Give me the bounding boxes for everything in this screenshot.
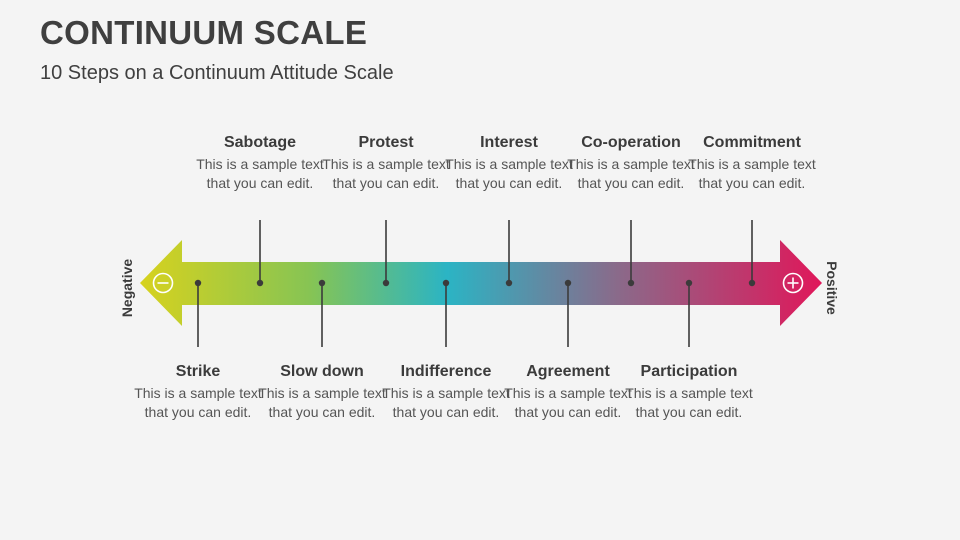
step-title: Indifference <box>400 363 492 380</box>
connector-bottom-2 <box>318 279 326 347</box>
positive-symbol-icon <box>782 272 804 294</box>
step-title: Interest <box>480 134 538 151</box>
step-title: Agreement <box>526 363 610 380</box>
step-title: Protest <box>358 134 414 151</box>
positive-label: Positive <box>824 261 840 315</box>
connector-top-2 <box>382 220 390 287</box>
connector-bottom-4 <box>564 279 572 347</box>
connector-top-5 <box>748 220 756 287</box>
page-subtitle: 10 Steps on a Continuum Attitude Scale <box>40 62 394 84</box>
step-top-4: Co-operation This is a sample text that y… <box>566 133 696 193</box>
connector-bottom-5 <box>685 279 693 347</box>
step-top-1: Sabotage This is a sample text that you c… <box>195 133 325 193</box>
step-bottom-3: Indifference This is a sample text that y… <box>381 362 511 422</box>
step-title: Commitment <box>703 134 801 151</box>
step-title: Strike <box>175 363 221 380</box>
double-arrow-shape <box>140 240 822 326</box>
step-bottom-4: Agreement This is a sample text that you … <box>503 362 633 422</box>
step-title: Slow down <box>280 363 364 380</box>
step-title: Participation <box>640 363 738 380</box>
step-title: Co-operation <box>581 134 681 151</box>
connector-bottom-1 <box>194 279 202 347</box>
step-description: This is a sample text that you can edit. <box>688 156 816 191</box>
step-description: This is a sample text that you can edit. <box>567 156 695 191</box>
step-description: This is a sample text that you can edit. <box>382 385 510 420</box>
step-description: This is a sample text that you can edit. <box>445 156 573 191</box>
step-title: Sabotage <box>223 134 296 151</box>
step-bottom-5: Participation This is a sample text that … <box>624 362 754 422</box>
connector-top-3 <box>505 220 513 287</box>
step-bottom-2: Slow down This is a sample text that you … <box>257 362 387 422</box>
page-title: CONTINUUM SCALE <box>40 14 368 51</box>
negative-label: Negative <box>119 258 135 318</box>
connector-top-4 <box>627 220 635 287</box>
step-top-3: Interest This is a sample text that you c… <box>444 133 574 193</box>
connector-top-1 <box>256 220 264 287</box>
step-description: This is a sample text that you can edit. <box>322 156 450 191</box>
step-description: This is a sample text that you can edit. <box>258 385 386 420</box>
step-description: This is a sample text that you can edit. <box>134 385 262 420</box>
step-top-5: Commitment This is a sample text that you… <box>687 133 817 193</box>
step-description: This is a sample text that you can edit. <box>625 385 753 420</box>
connector-bottom-3 <box>442 279 450 347</box>
step-top-2: Protest This is a sample text that you ca… <box>321 133 451 193</box>
negative-symbol-icon <box>152 272 174 294</box>
step-bottom-1: Strike This is a sample text that you can… <box>133 362 263 422</box>
step-description: This is a sample text that you can edit. <box>504 385 632 420</box>
step-description: This is a sample text that you can edit. <box>196 156 324 191</box>
